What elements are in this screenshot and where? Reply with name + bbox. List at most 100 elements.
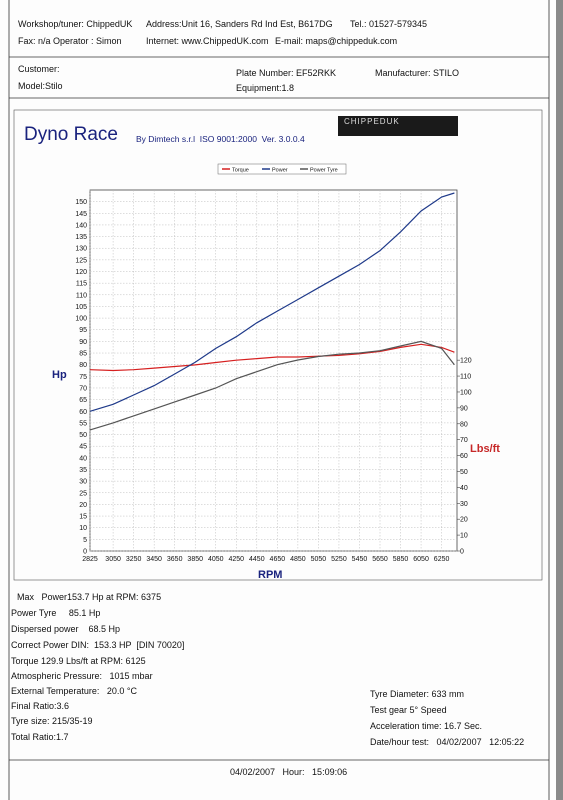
internet: Internet: www.ChippedUK.com <box>146 36 269 46</box>
y-tick-label: 125 <box>75 257 87 264</box>
result: Acceleration time: 16.7 Sec. <box>370 721 482 731</box>
y-tick-label: 50 <box>79 432 87 439</box>
y-tick-label: 0 <box>83 549 87 556</box>
x-tick-label: 2825 <box>82 556 98 563</box>
logo: CHIPPEDUK <box>344 117 400 126</box>
result: Total Ratio:1.7 <box>11 732 69 742</box>
y-tick-label: 15 <box>79 514 87 521</box>
y2-tick-label: 30 <box>460 501 468 508</box>
fax: Fax: n/a Operator : Simon <box>18 36 122 46</box>
y2-tick-label: 80 <box>460 421 468 428</box>
y-tick-label: 135 <box>75 234 87 241</box>
result: Correct Power DIN: 153.3 HP [DIN 70020] <box>11 640 184 650</box>
y-tick-label: 150 <box>75 199 87 206</box>
y-tick-label: 130 <box>75 246 87 253</box>
y2-tick-label: 20 <box>460 517 468 524</box>
plate: Plate Number: EF52RKK <box>236 68 336 78</box>
y-tick-label: 45 <box>79 444 87 451</box>
y-tick-label: 20 <box>79 502 87 509</box>
x-tick-label: 4850 <box>290 556 306 563</box>
legend-label: Torque <box>232 168 249 174</box>
chart-frame <box>13 109 543 581</box>
scan-edge <box>556 0 563 800</box>
model: Model:Stilo <box>18 81 63 91</box>
manufacturer: Manufacturer: STILO <box>375 68 459 78</box>
result: External Temperature: 20.0 °C <box>11 686 137 696</box>
x-tick-label: 5450 <box>352 556 368 563</box>
y-tick-label: 60 <box>79 409 87 416</box>
series-line <box>89 192 455 412</box>
x-tick-label: 3850 <box>187 556 203 563</box>
x-tick-label: 4050 <box>208 556 224 563</box>
plot-area <box>89 189 458 552</box>
y2-tick-label: 90 <box>460 405 468 412</box>
x-tick-label: 5250 <box>331 556 347 563</box>
plot: 0 5 10 15 20 25 30 35 40 45 50 55 60 65 70 75 80 85 90 95 10… <box>75 168 471 564</box>
x-tick-label: 5850 <box>393 556 409 563</box>
y-tick-label: 40 <box>79 455 87 462</box>
y2-tick-label: 110 <box>460 374 471 381</box>
equipment: Equipment:1.8 <box>236 83 294 93</box>
y-tick-label: 35 <box>79 467 87 474</box>
y-tick-label: 115 <box>76 281 87 288</box>
y2-tick-label: 50 <box>460 469 468 476</box>
result: Date/hour test: 04/02/2007 12:05:22 <box>370 737 524 747</box>
y-tick-label: 90 <box>79 339 87 346</box>
address: Address:Unit 16, Sanders Rd Ind Est, B61… <box>146 19 333 29</box>
y-tick-label: 95 <box>79 327 87 334</box>
y-tick-label: 100 <box>75 316 87 323</box>
chart-subtitle: By Dimtech s.r.l ISO 9001:2000 Ver. 3.0.… <box>136 134 305 144</box>
y-tick-label: 110 <box>76 292 87 299</box>
y2-tick-label: 10 <box>460 533 468 540</box>
y-tick-label: 85 <box>79 351 87 358</box>
y-tick-label: 25 <box>79 490 87 497</box>
customer: Customer: <box>18 64 60 74</box>
y-tick-label: 140 <box>75 222 87 229</box>
chart-title: Dyno Race <box>24 124 118 145</box>
result: Torque 129.9 Lbs/ft at RPM: 6125 <box>11 656 146 666</box>
tel: Tel.: 01527-579345 <box>350 19 427 29</box>
x-axis-label: RPM <box>258 569 282 581</box>
legend-label: Power <box>272 168 288 174</box>
y-tick-label: 80 <box>79 362 87 369</box>
y-tick-label: 5 <box>83 537 87 544</box>
y2-tick-label: 120 <box>460 358 472 365</box>
y-tick-label: 105 <box>75 304 87 311</box>
result: Final Ratio:3.6 <box>11 701 69 711</box>
result: Test gear 5° Speed <box>370 705 447 715</box>
y-tick-label: 70 <box>79 385 87 392</box>
x-tick-label: 5050 <box>311 556 327 563</box>
legend-box <box>217 163 347 175</box>
logo-box <box>338 116 458 136</box>
x-tick-label: 3050 <box>105 556 121 563</box>
workshop: Workshop/tuner: ChippedUK <box>18 19 132 29</box>
x-tick-label: 4650 <box>270 556 286 563</box>
x-tick-label: 3250 <box>126 556 142 563</box>
x-tick-label: 6050 <box>413 556 429 563</box>
result: Atmospheric Pressure: 1015 mbar <box>11 671 153 681</box>
x-tick-label: 6250 <box>434 556 450 563</box>
series-line <box>89 340 455 431</box>
legend-label: Power Tyre <box>310 168 338 174</box>
y-axis-label: Hp <box>52 369 67 381</box>
footer: 04/02/2007 Hour: 15:09:06 <box>230 767 347 777</box>
x-tick-label: 4450 <box>249 556 265 563</box>
y-tick-label: 55 <box>79 420 87 427</box>
y-tick-label: 120 <box>75 269 87 276</box>
x-tick-label: 3650 <box>167 556 183 563</box>
x-tick-label: 3450 <box>146 556 162 563</box>
result: Tyre Diameter: 633 mm <box>370 689 464 699</box>
result: Tyre size: 215/35-19 <box>11 716 93 726</box>
series-line <box>89 343 455 372</box>
y-tick-label: 145 <box>75 211 87 218</box>
x-tick-label: 5650 <box>372 556 388 563</box>
result: Max Power153.7 Hp at RPM: 6375 <box>17 592 161 602</box>
x-tick-label: 4250 <box>228 556 244 563</box>
y-tick-label: 30 <box>79 479 87 486</box>
y2-tick-label: 40 <box>460 485 468 492</box>
result: Dispersed power 68.5 Hp <box>11 624 120 634</box>
result: Power Tyre 85.1 Hp <box>11 608 100 618</box>
y2-axis-label: Lbs/ft <box>470 443 500 455</box>
y-tick-label: 10 <box>79 525 87 532</box>
